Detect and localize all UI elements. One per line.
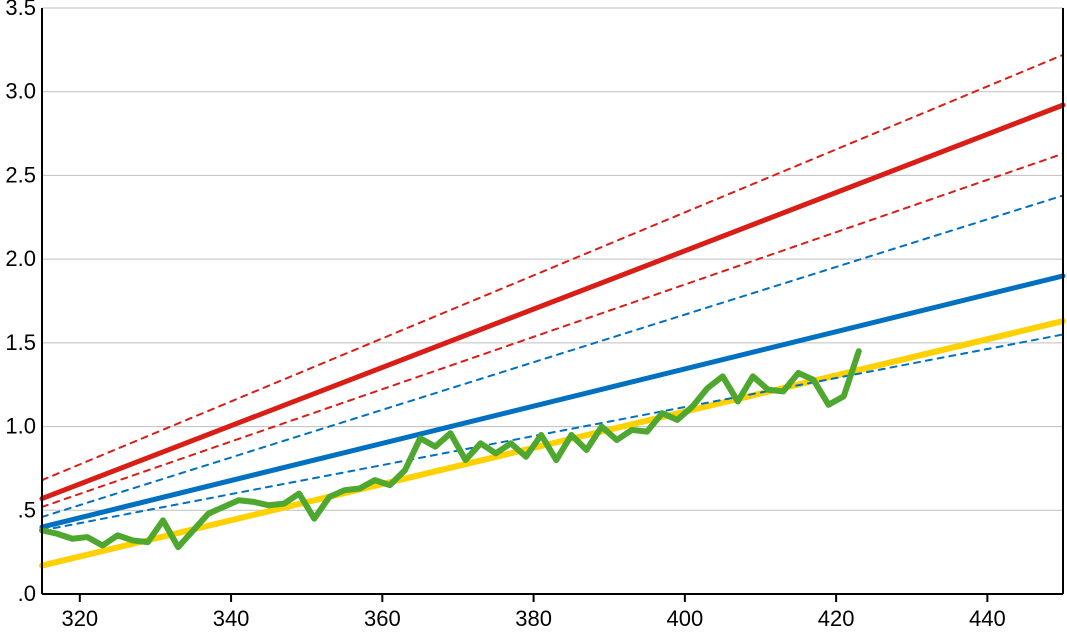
series-red-solid [42, 105, 1063, 498]
y-tick-label: 1.0 [5, 414, 36, 439]
y-tick-label: 3.5 [5, 0, 36, 20]
x-tick-label: 420 [818, 606, 855, 631]
y-gridlines [42, 8, 1063, 510]
line-chart: 320 340 360 380 400 420 440 .0 .5 1.0 1.5 2.0 2.5 3.0… [0, 0, 1067, 639]
x-tick-label: 360 [364, 606, 401, 631]
series-group [42, 55, 1063, 566]
x-tick-label: 320 [61, 606, 98, 631]
y-tick-label: 2.5 [5, 162, 36, 187]
x-tick-label: 440 [969, 606, 1006, 631]
y-tick-label: 3.0 [5, 79, 36, 104]
x-tick-label: 380 [515, 606, 552, 631]
y-tick-label: 1.5 [5, 330, 36, 355]
y-tick-label: .0 [18, 581, 36, 606]
y-tick-label: .5 [18, 497, 36, 522]
series-red-upper-dashed [42, 55, 1063, 480]
series-blue-solid [42, 276, 1063, 527]
y-axis-ticks: .0 .5 1.0 1.5 2.0 2.5 3.0 3.5 [5, 0, 36, 606]
series-blue-lower-dashed [42, 334, 1063, 530]
y-tick-label: 2.0 [5, 246, 36, 271]
x-tick-label: 340 [213, 606, 250, 631]
x-axis-ticks: 320 340 360 380 400 420 440 [61, 594, 1005, 631]
x-tick-label: 400 [666, 606, 703, 631]
